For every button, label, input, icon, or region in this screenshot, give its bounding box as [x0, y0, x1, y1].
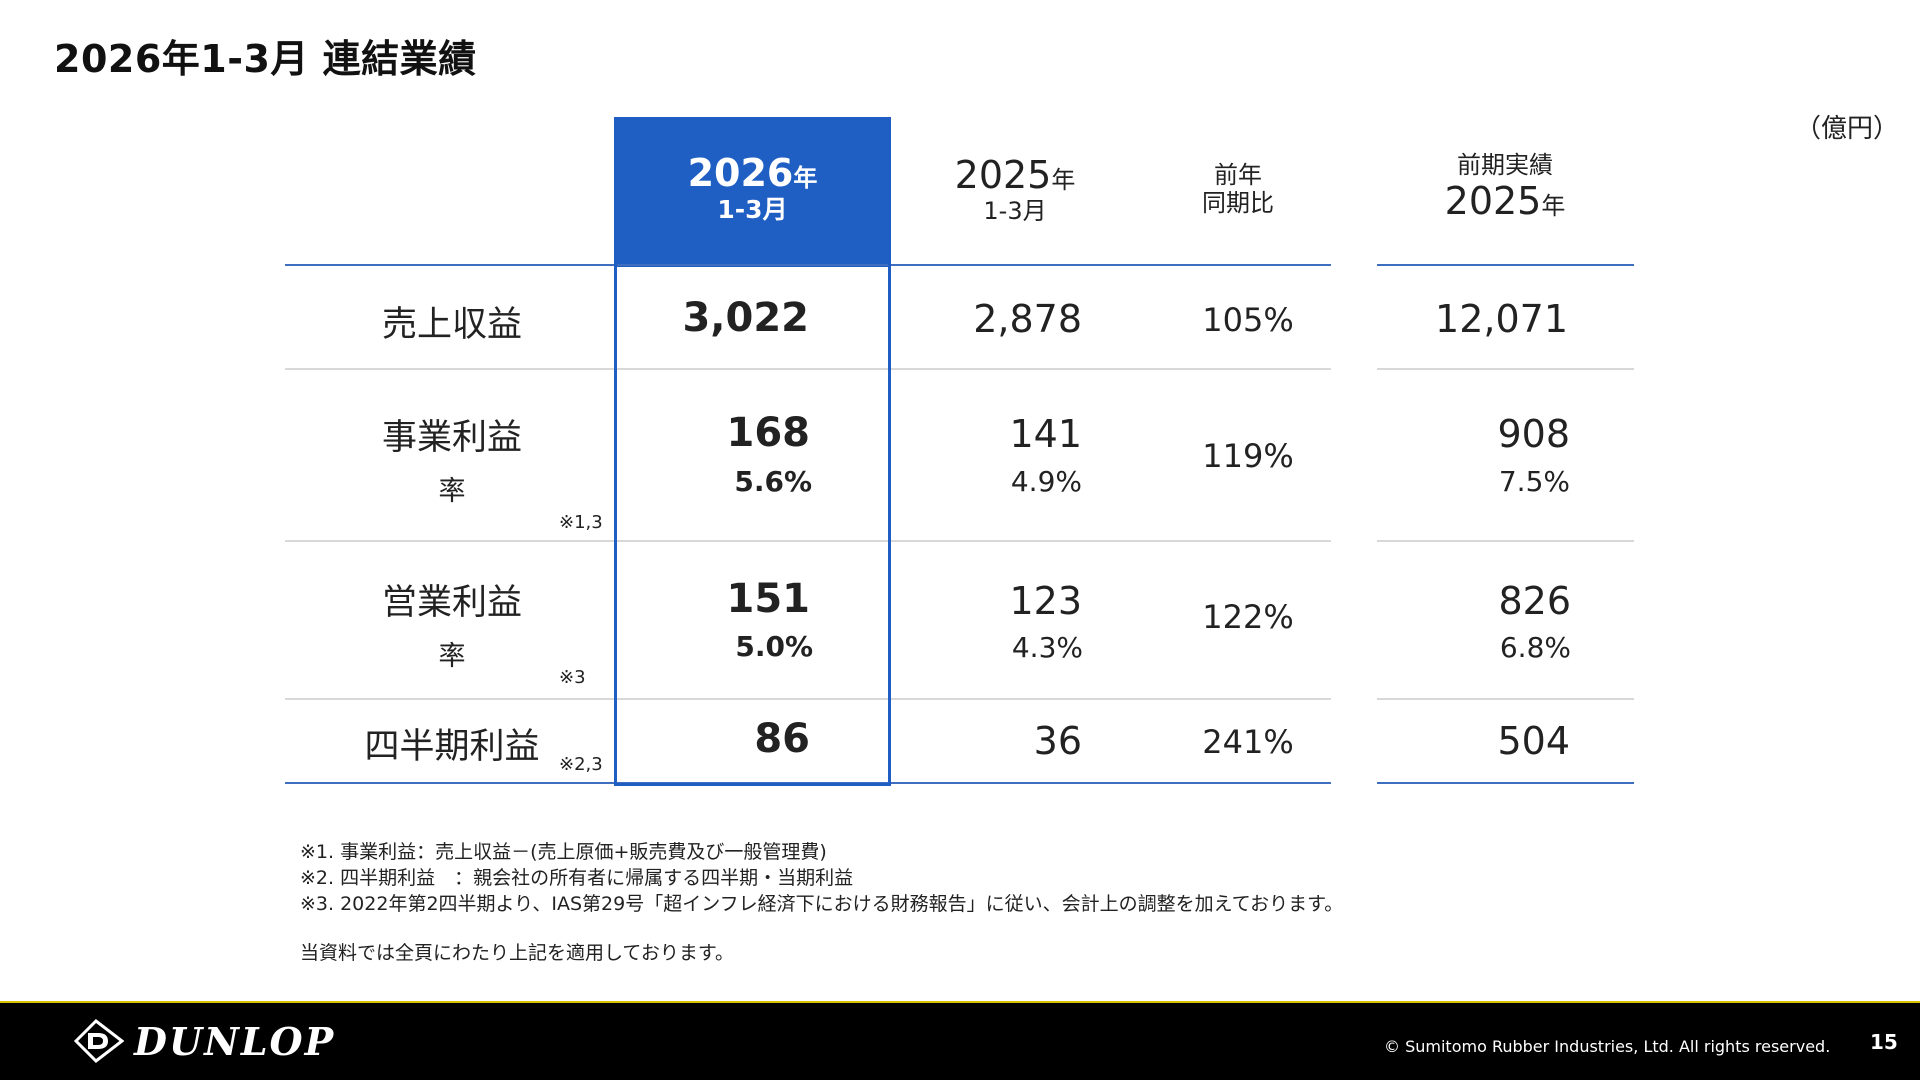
- header-prior-period: 2025年 1-3月: [900, 153, 1130, 225]
- business-current-value: 168: [726, 410, 811, 456]
- business-prior-value: 141: [1009, 412, 1082, 456]
- business-yoy-value: 119%: [1202, 437, 1294, 475]
- row-label-business-rate: 率: [438, 476, 466, 507]
- footer-accent-line: [0, 1001, 1920, 1004]
- row-label-quarterly-profit: 四半期利益: [364, 727, 540, 767]
- quarter-note: ※2,3: [559, 754, 603, 775]
- current-column-frame: [614, 264, 891, 786]
- dunlop-logo: DUNLOP: [74, 1016, 335, 1066]
- rule-row2-right: [1377, 540, 1634, 542]
- header-yoy-line1: 前年: [1214, 161, 1262, 189]
- operating-fullyear-value: 826: [1498, 579, 1571, 623]
- operating-current-value: 151: [726, 576, 811, 622]
- rule-row2-left: [285, 540, 1331, 542]
- header-fullyear-year: 2025: [1444, 178, 1542, 223]
- footer-bar: [0, 1003, 1920, 1080]
- quarter-prior-value: 36: [1033, 719, 1082, 763]
- row-label-operating-profit: 営業利益: [381, 583, 522, 623]
- header-current-year-suffix: 年: [793, 164, 818, 192]
- header-current-year: 2026: [687, 151, 794, 195]
- operating-current-rate: 5.0%: [735, 630, 813, 663]
- business-fullyear-value: 908: [1497, 412, 1570, 456]
- copyright-text: © Sumitomo Rubber Industries, Ltd. All r…: [1384, 1037, 1831, 1056]
- header-fullyear: 前期実績 2025年: [1380, 151, 1630, 223]
- rule-row3-left: [285, 698, 1331, 700]
- header-current-period: 2026年 1-3月: [614, 117, 891, 267]
- header-yoy: 前年 同期比: [1158, 161, 1318, 217]
- header-fullyear-year-suffix: 年: [1541, 191, 1566, 220]
- header-prior-quarter: 1-3月: [983, 196, 1047, 225]
- footnote-applies-note: 当資料では全頁にわたり上記を適用しております。: [300, 942, 734, 964]
- sales-prior-value: 2,878: [973, 297, 1082, 341]
- row-label-sales: 売上収益: [381, 305, 522, 345]
- quarter-current-value: 86: [754, 716, 810, 762]
- unit-label: （億円）: [1795, 114, 1900, 144]
- sales-current-value: 3,022: [682, 295, 809, 341]
- footnote-3: ※3. 2022年第2四半期より、IAS第29号「超インフレ経済下における財務報…: [300, 893, 1344, 915]
- rule-header-right: [1377, 264, 1634, 266]
- dunlop-wordmark: DUNLOP: [134, 1018, 336, 1064]
- rule-bottom-right: [1377, 782, 1634, 784]
- business-fullyear-rate: 7.5%: [1498, 465, 1570, 498]
- operating-note: ※3: [559, 667, 586, 688]
- rule-row1-left: [285, 368, 1331, 370]
- business-note: ※1,3: [559, 512, 603, 533]
- rule-header-left: [285, 264, 1331, 266]
- business-prior-rate: 4.9%: [1010, 465, 1082, 498]
- header-prior-year-suffix: 年: [1051, 166, 1076, 194]
- rule-row1-right: [1377, 368, 1634, 370]
- rule-row3-right: [1377, 698, 1634, 700]
- header-yoy-line2: 同期比: [1202, 188, 1274, 217]
- header-prior-year: 2025: [954, 153, 1052, 197]
- row-label-business-profit: 事業利益: [381, 418, 522, 458]
- quarter-yoy-value: 241%: [1202, 723, 1294, 761]
- footnote-1: ※1. 事業利益：売上収益－(売上原価+販売費及び一般管理費): [300, 841, 827, 863]
- operating-prior-value: 123: [1009, 579, 1082, 623]
- dunlop-flying-d-icon: [74, 1019, 124, 1063]
- header-fullyear-line1: 前期実績: [1457, 151, 1553, 179]
- quarter-fullyear-value: 504: [1497, 719, 1570, 763]
- header-current-quarter: 1-3月: [717, 194, 788, 224]
- row-label-operating-rate: 率: [438, 641, 466, 672]
- operating-prior-rate: 4.3%: [1011, 631, 1083, 664]
- footnote-2: ※2. 四半期利益 ：親会社の所有者に帰属する四半期・当期利益: [300, 867, 854, 889]
- page-number: 15: [1870, 1030, 1898, 1054]
- operating-yoy-value: 122%: [1202, 598, 1294, 636]
- operating-fullyear-rate: 6.8%: [1499, 631, 1571, 664]
- sales-yoy-value: 105%: [1202, 301, 1294, 339]
- sales-fullyear-value: 12,071: [1435, 297, 1568, 341]
- business-current-rate: 5.6%: [734, 465, 812, 498]
- page-title: 2026年1-3月 連結業績: [54, 37, 477, 81]
